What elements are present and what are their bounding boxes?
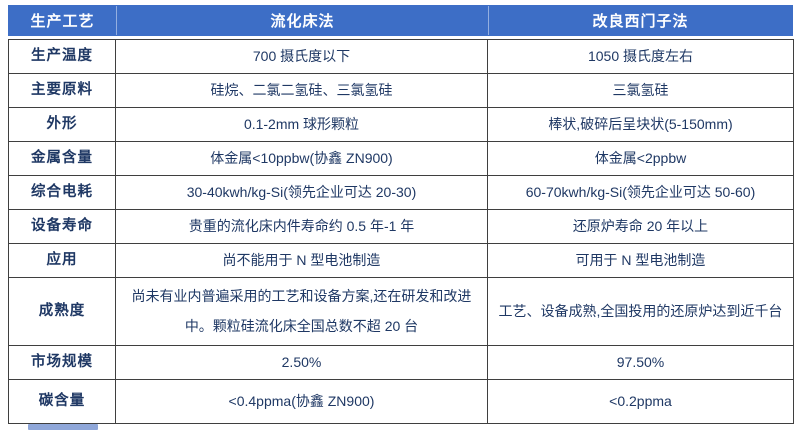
fluidized-bed-value: 体金属<10ppbw(协鑫 ZN900) xyxy=(115,141,488,176)
row-label: 设备寿命 xyxy=(8,209,116,244)
row-market-share: 市场规模 2.50% 97.50% xyxy=(8,345,794,380)
siemens-value: <0.2ppma xyxy=(487,379,794,424)
next-row-partial-bar xyxy=(28,424,98,430)
row-metal-content: 金属含量 体金属<10ppbw(协鑫 ZN900) 体金属<2ppbw xyxy=(8,141,794,176)
fluidized-bed-value: 贵重的流化床内件寿命约 0.5 年-1 年 xyxy=(115,209,488,244)
header-cell-fluidized-bed: 流化床法 xyxy=(116,6,488,35)
fluidized-bed-value: 尚未有业内普遍采用的工艺和设备方案,还在研发和改进中。颗粒硅流化床全国总数不超 … xyxy=(115,277,488,346)
siemens-value: 三氯氢硅 xyxy=(487,73,794,108)
fluidized-bed-value: 0.1-2mm 球形颗粒 xyxy=(115,107,488,142)
row-carbon-content: 碳含量 <0.4ppma(协鑫 ZN900) <0.2ppma xyxy=(8,379,794,424)
row-equipment-lifetime: 设备寿命 贵重的流化床内件寿命约 0.5 年-1 年 还原炉寿命 20 年以上 xyxy=(8,209,794,244)
siemens-value: 棒状,破碎后呈块状(5-150mm) xyxy=(487,107,794,142)
row-label: 生产温度 xyxy=(8,39,116,74)
row-power-consumption: 综合电耗 30-40kwh/kg-Si(领先企业可达 20-30) 60-70k… xyxy=(8,175,794,210)
process-comparison-table: 生产工艺 流化床法 改良西门子法 生产温度 700 摄氏度以下 1050 摄氏度… xyxy=(8,5,794,424)
siemens-value: 1050 摄氏度左右 xyxy=(487,39,794,74)
fluidized-bed-value: 2.50% xyxy=(115,345,488,380)
row-label: 应用 xyxy=(8,243,116,278)
table-header-row: 生产工艺 流化床法 改良西门子法 xyxy=(8,5,793,36)
row-label: 碳含量 xyxy=(8,379,116,424)
fluidized-bed-value: <0.4ppma(协鑫 ZN900) xyxy=(115,379,488,424)
header-cell-siemens: 改良西门子法 xyxy=(488,6,792,35)
header-cell-process: 生产工艺 xyxy=(30,13,95,30)
siemens-value: 工艺、设备成熟,全国投用的还原炉达到近千台 xyxy=(487,277,794,346)
fluidized-bed-value: 30-40kwh/kg-Si(领先企业可达 20-30) xyxy=(115,175,488,210)
row-maturity: 成熟度 尚未有业内普遍采用的工艺和设备方案,还在研发和改进中。颗粒硅流化床全国总… xyxy=(8,277,794,346)
siemens-value: 可用于 N 型电池制造 xyxy=(487,243,794,278)
fluidized-bed-value: 尚不能用于 N 型电池制造 xyxy=(115,243,488,278)
row-label: 成熟度 xyxy=(8,277,116,346)
row-shape: 外形 0.1-2mm 球形颗粒 棒状,破碎后呈块状(5-150mm) xyxy=(8,107,794,142)
row-application: 应用 尚不能用于 N 型电池制造 可用于 N 型电池制造 xyxy=(8,243,794,278)
fluidized-bed-value: 硅烷、二氯二氢硅、三氯氢硅 xyxy=(115,73,488,108)
siemens-value: 60-70kwh/kg-Si(领先企业可达 50-60) xyxy=(487,175,794,210)
siemens-value: 体金属<2ppbw xyxy=(487,141,794,176)
row-raw-materials: 主要原料 硅烷、二氯二氢硅、三氯氢硅 三氯氢硅 xyxy=(8,73,794,108)
siemens-value: 还原炉寿命 20 年以上 xyxy=(487,209,794,244)
row-label: 金属含量 xyxy=(8,141,116,176)
row-label: 市场规模 xyxy=(8,345,116,380)
siemens-value: 97.50% xyxy=(487,345,794,380)
fluidized-bed-value: 700 摄氏度以下 xyxy=(115,39,488,74)
row-label: 主要原料 xyxy=(8,73,116,108)
row-label: 外形 xyxy=(8,107,116,142)
table-body: 生产温度 700 摄氏度以下 1050 摄氏度左右 主要原料 硅烷、二氯二氢硅、… xyxy=(8,39,794,424)
row-production-temperature: 生产温度 700 摄氏度以下 1050 摄氏度左右 xyxy=(8,39,794,74)
row-label: 综合电耗 xyxy=(8,175,116,210)
